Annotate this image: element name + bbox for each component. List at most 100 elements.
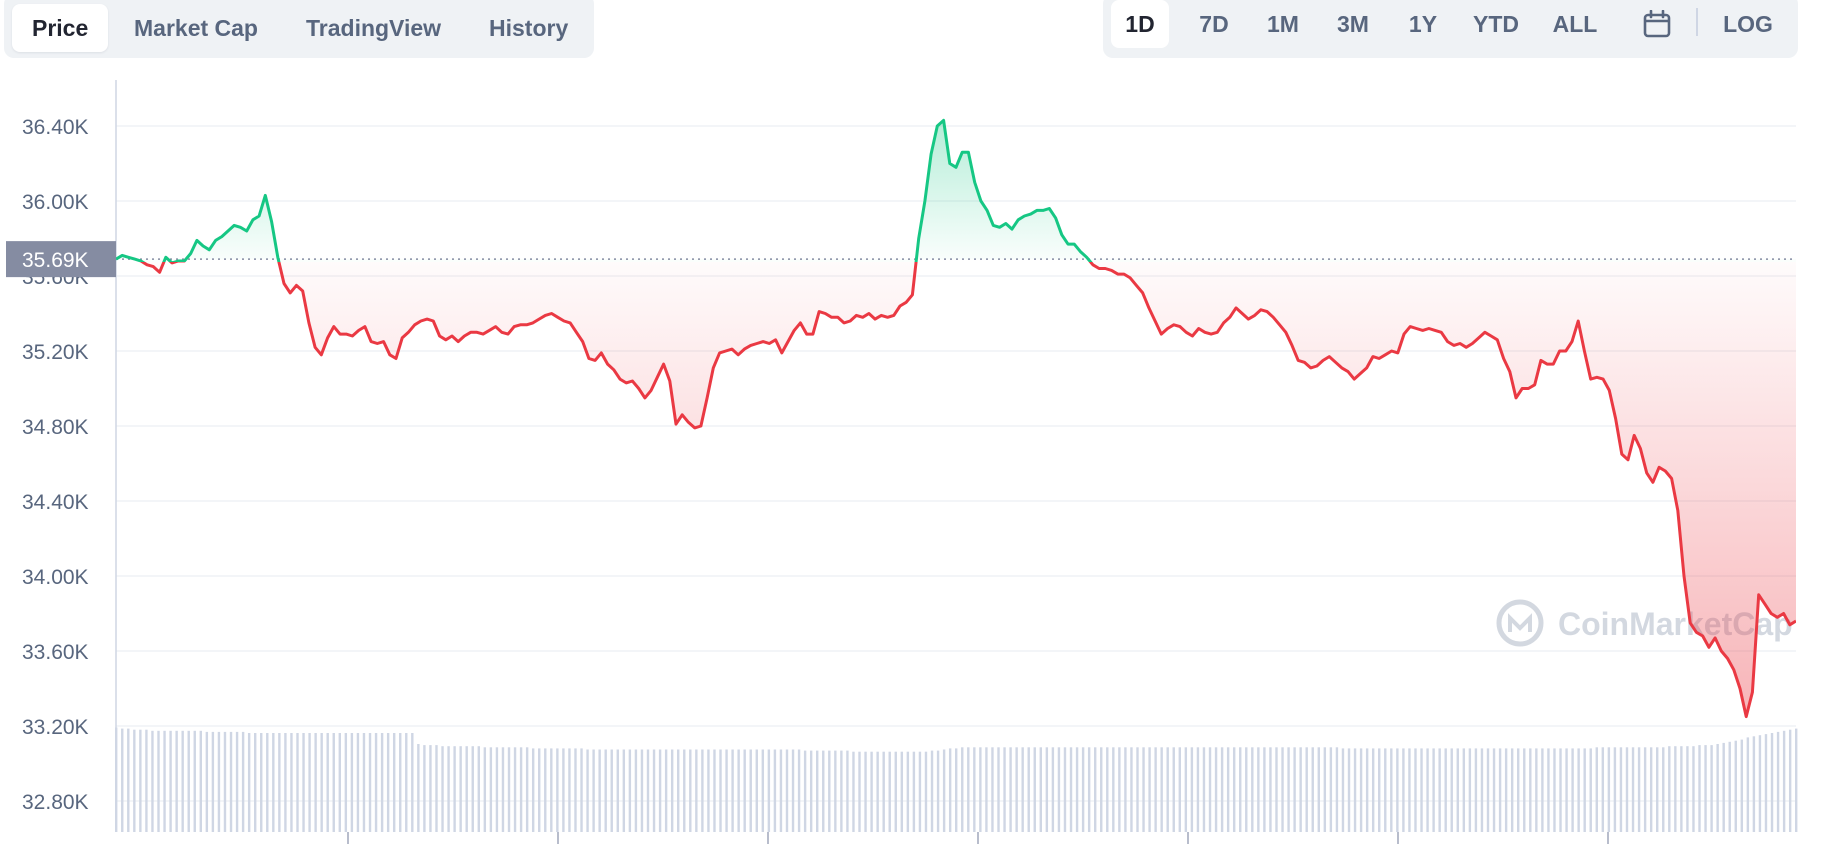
volume-bar xyxy=(918,751,922,832)
volume-bar xyxy=(1093,747,1097,832)
volume-bar xyxy=(936,750,940,832)
log-scale-toggle[interactable]: LOG xyxy=(1723,11,1773,37)
volume-bar xyxy=(133,729,136,832)
volume-bar xyxy=(1577,748,1580,832)
volume-bar xyxy=(1740,739,1744,832)
volume-bar xyxy=(380,733,384,832)
volume-bar xyxy=(1710,745,1713,832)
volume-bar xyxy=(930,750,934,832)
volume-bar xyxy=(205,731,209,832)
volume-bar xyxy=(834,750,837,832)
calendar-icon[interactable] xyxy=(1643,10,1671,38)
volume-bar xyxy=(531,748,535,832)
tab-history[interactable]: History xyxy=(489,15,569,41)
tab-price[interactable]: Price xyxy=(12,4,109,52)
volume-bar xyxy=(1758,735,1762,832)
volume-bar xyxy=(423,745,426,832)
volume-bar xyxy=(1365,748,1369,832)
volume-bar xyxy=(1202,747,1206,832)
volume-bar xyxy=(1166,747,1169,832)
range-1m[interactable]: 1M xyxy=(1267,11,1299,37)
volume-bar xyxy=(1420,748,1423,832)
volume-bar xyxy=(1263,747,1266,832)
tab-tradingview[interactable]: TradingView xyxy=(306,15,442,41)
range-ytd[interactable]: YTD xyxy=(1473,11,1519,37)
volume-bar xyxy=(1063,747,1067,832)
volume-bar xyxy=(1136,747,1139,832)
volume-bar xyxy=(1662,747,1665,832)
volume-bar xyxy=(1323,747,1327,832)
volume-bar xyxy=(296,733,299,832)
volume-bar xyxy=(386,733,390,832)
volume-bar xyxy=(417,744,420,832)
volume-bar xyxy=(314,733,317,832)
current-price-tag xyxy=(6,241,116,278)
volume-bar xyxy=(1184,747,1188,832)
volume-bar xyxy=(809,750,813,832)
volume-bar xyxy=(223,731,227,832)
volume-bar xyxy=(411,733,414,832)
volume-bar xyxy=(1130,747,1133,832)
volume-bar xyxy=(985,747,988,832)
range-1d[interactable]: 1D xyxy=(1111,0,1169,48)
volume-bar xyxy=(1239,747,1242,832)
volume-bar xyxy=(1480,748,1484,832)
volume-bar xyxy=(1178,747,1181,832)
range-3m[interactable]: 3M xyxy=(1337,11,1369,37)
range-7d[interactable]: 7D xyxy=(1199,11,1229,37)
volume-bars xyxy=(115,727,1798,832)
volume-bar xyxy=(1553,748,1556,832)
volume-bar xyxy=(1220,747,1224,832)
volume-bar xyxy=(501,747,505,832)
current-price-label: 35.69K xyxy=(22,249,89,272)
volume-bar xyxy=(1257,747,1260,832)
volume-bar xyxy=(1124,747,1127,832)
volume-bar xyxy=(187,730,190,832)
volume-bar xyxy=(1462,748,1466,832)
y-tick-label: 36.40K xyxy=(22,116,89,139)
volume-bar xyxy=(568,748,571,832)
volume-bar xyxy=(1450,748,1453,832)
tab-market-cap[interactable]: Market Cap xyxy=(134,15,258,41)
volume-bar xyxy=(1510,748,1514,832)
volume-bar xyxy=(816,750,819,832)
range-all[interactable]: ALL xyxy=(1552,11,1598,37)
volume-bar xyxy=(1619,747,1623,832)
volume-bar xyxy=(1722,742,1725,832)
volume-bar xyxy=(924,751,928,832)
volume-bar xyxy=(664,749,668,832)
volume-bar xyxy=(1208,747,1212,832)
volume-bar xyxy=(1565,748,1568,832)
volume-bar xyxy=(338,733,341,832)
volume-bar xyxy=(1378,748,1381,832)
volume-bar xyxy=(241,731,245,832)
volume-bar xyxy=(701,749,704,832)
volume-bar xyxy=(151,730,154,832)
y-tick-label: 34.80K xyxy=(22,416,89,439)
volume-bar xyxy=(858,751,861,832)
volume-bar xyxy=(1245,747,1248,832)
volume-bar xyxy=(121,728,124,832)
volume-bar xyxy=(344,733,348,832)
volume-bar xyxy=(997,747,1000,832)
range-1y[interactable]: 1Y xyxy=(1408,11,1438,37)
volume-bar xyxy=(1106,747,1109,832)
volume-bar xyxy=(1504,748,1508,832)
volume-bar xyxy=(707,749,710,832)
volume-bar xyxy=(127,728,130,832)
volume-bar xyxy=(260,733,263,832)
volume-bar xyxy=(725,749,728,832)
volume-bar xyxy=(640,749,644,832)
volume-bar xyxy=(1232,747,1236,832)
volume-bar xyxy=(1474,748,1478,832)
volume-bar xyxy=(1517,748,1520,832)
volume-bar xyxy=(1142,747,1145,832)
volume-bar xyxy=(586,749,589,832)
volume-bar xyxy=(253,733,257,832)
volume-bar xyxy=(876,751,879,832)
volume-bar xyxy=(1523,748,1526,832)
volume-bar xyxy=(991,747,994,832)
volume-bar xyxy=(1402,748,1405,832)
volume-bar xyxy=(894,751,897,832)
volume-bar xyxy=(1529,748,1532,832)
